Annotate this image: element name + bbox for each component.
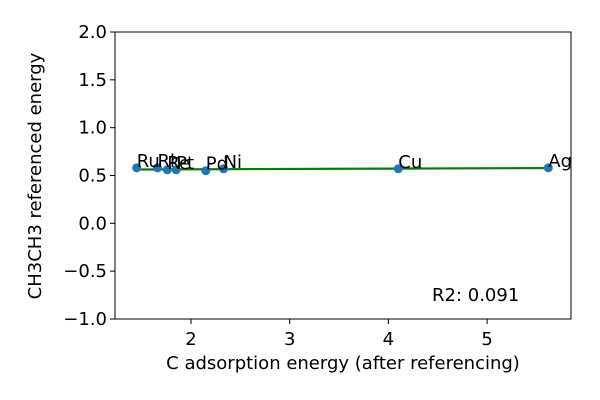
y-tick-label: 2.0	[78, 22, 107, 43]
y-tick-label: −0.5	[63, 261, 107, 282]
y-tick-label: 1.5	[78, 70, 107, 91]
data-point-ni	[219, 164, 229, 174]
y-tick-label: 0.0	[78, 213, 107, 234]
data-point-ag	[543, 163, 553, 173]
point-label-pd: Pd	[206, 154, 228, 175]
point-label-cu: Cu	[398, 152, 422, 173]
point-label-ru: Ru	[137, 151, 160, 172]
data-point-ru	[132, 163, 142, 173]
point-label-ag: Ag	[548, 151, 572, 172]
point-label-re: Re	[167, 153, 190, 174]
data-point-pt	[171, 165, 181, 175]
plot-area	[114, 31, 572, 320]
x-tick-label: 4	[383, 329, 394, 350]
data-point-cu	[393, 164, 403, 174]
x-tick-label: 2	[185, 329, 196, 350]
y-axis-title: CH3CH3 referenced energy	[25, 52, 46, 299]
x-tick-label: 3	[284, 329, 295, 350]
x-axis-title: C adsorption energy (after referencing)	[166, 353, 520, 374]
r2-annotation: R2: 0.091	[432, 285, 519, 306]
y-tick-label: −1.0	[63, 309, 107, 330]
point-label-pt: Pt	[176, 153, 194, 174]
data-point-pd	[201, 166, 211, 176]
fit-line	[136, 166, 549, 171]
data-point-rh	[152, 163, 162, 173]
x-tick-label: 5	[481, 329, 492, 350]
y-tick-label: 1.0	[78, 118, 107, 139]
data-point-re	[162, 165, 172, 175]
tick-group: 2 3 4 5 −1.0 −0.5 0.0 0.5 1.0 1.5 2.0	[63, 22, 493, 350]
point-label-rh: Rh	[157, 151, 181, 172]
point-label-ni: Ni	[224, 152, 242, 173]
data-points	[132, 163, 553, 176]
y-tick-label: 0.5	[78, 166, 107, 187]
